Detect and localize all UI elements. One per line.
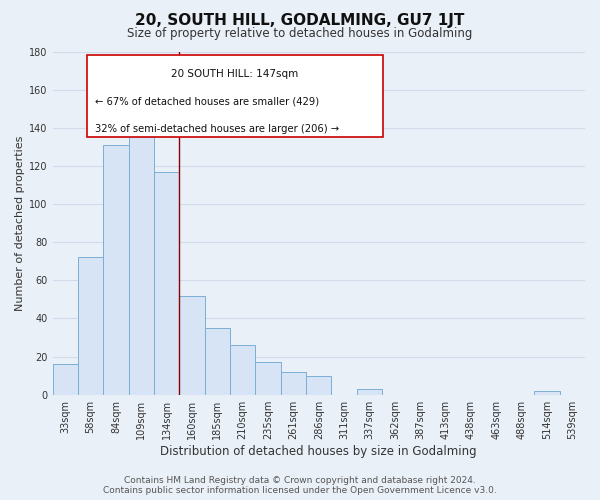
Bar — [154, 172, 179, 394]
Bar — [205, 328, 230, 394]
Bar — [78, 258, 103, 394]
Bar — [256, 362, 281, 394]
Text: 32% of semi-detached houses are larger (206) →: 32% of semi-detached houses are larger (… — [95, 124, 339, 134]
Y-axis label: Number of detached properties: Number of detached properties — [15, 136, 25, 311]
Bar — [103, 145, 128, 394]
Bar — [179, 296, 205, 394]
Bar — [230, 345, 256, 395]
Bar — [128, 114, 154, 394]
Text: Contains HM Land Registry data © Crown copyright and database right 2024.: Contains HM Land Registry data © Crown c… — [124, 476, 476, 485]
FancyBboxPatch shape — [87, 55, 383, 138]
Bar — [534, 391, 560, 394]
Text: 20, SOUTH HILL, GODALMING, GU7 1JT: 20, SOUTH HILL, GODALMING, GU7 1JT — [136, 12, 464, 28]
Text: Size of property relative to detached houses in Godalming: Size of property relative to detached ho… — [127, 28, 473, 40]
Bar — [53, 364, 78, 394]
Bar — [357, 389, 382, 394]
Text: 20 SOUTH HILL: 147sqm: 20 SOUTH HILL: 147sqm — [171, 68, 299, 78]
X-axis label: Distribution of detached houses by size in Godalming: Distribution of detached houses by size … — [160, 444, 477, 458]
Bar — [306, 376, 331, 394]
Text: ← 67% of detached houses are smaller (429): ← 67% of detached houses are smaller (42… — [95, 96, 319, 106]
Bar — [281, 372, 306, 394]
Text: Contains public sector information licensed under the Open Government Licence v3: Contains public sector information licen… — [103, 486, 497, 495]
